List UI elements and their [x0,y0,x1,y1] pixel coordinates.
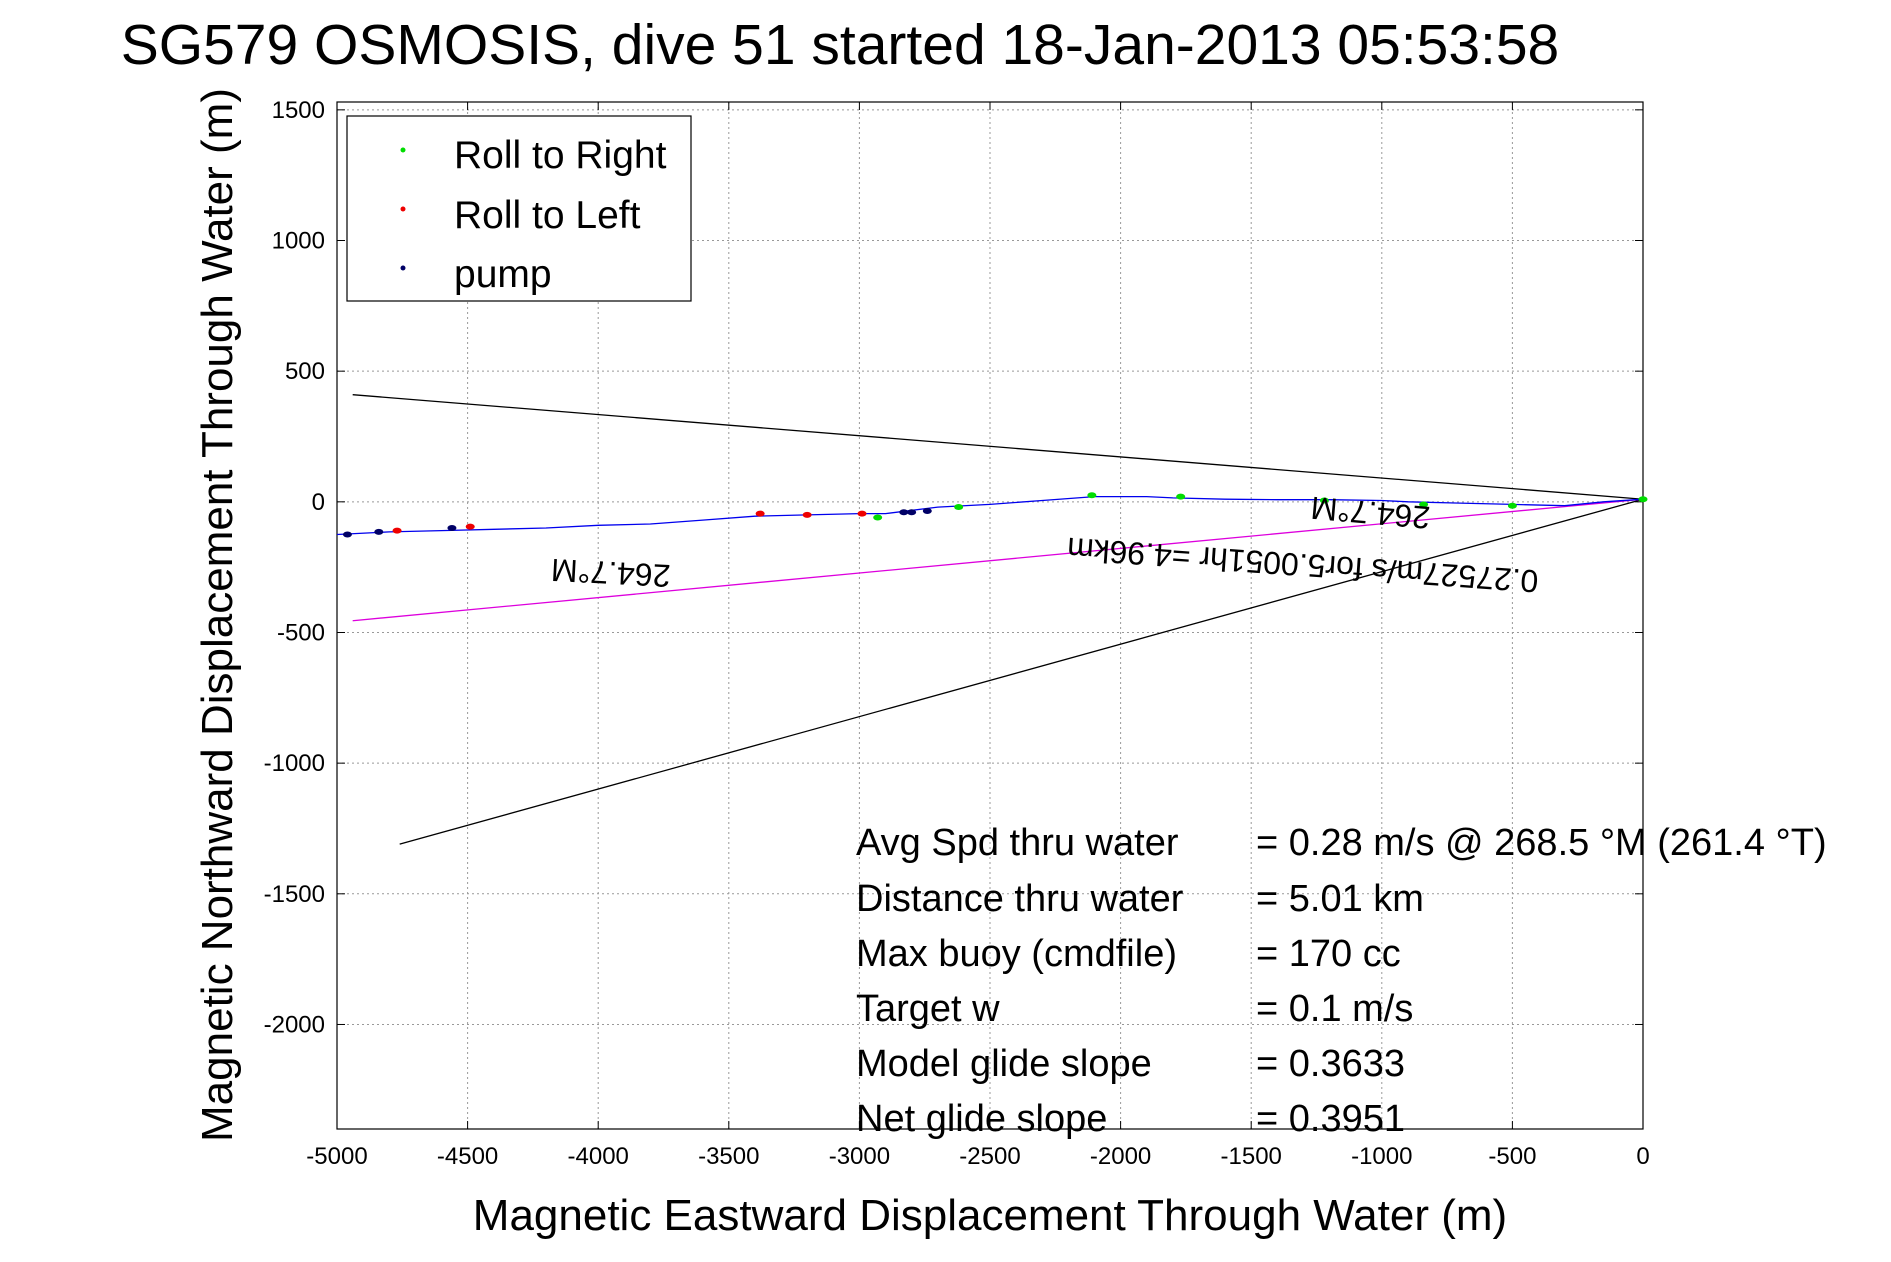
x-tick-label: -1000 [1351,1143,1412,1170]
legend: Roll to Right Roll to Left pump [346,115,692,302]
point-roll-to-left [392,527,402,534]
reference-lines [352,394,1644,845]
x-axis-label: Magnetic Eastward Displacement Through W… [473,1191,1507,1240]
y-tick-label: -500 [277,619,325,646]
point-roll-to-right [1419,501,1429,508]
reference-line [352,498,1644,622]
x-tick-label: -1500 [1221,1143,1282,1170]
x-tick-label: -2500 [959,1143,1020,1170]
y-tick-label: -2000 [264,1011,325,1038]
point-pump [342,531,352,538]
x-tick-label: -4000 [568,1143,629,1170]
y-tick-label: 500 [285,358,325,385]
legend-marker-pump [400,265,406,271]
point-pump [899,509,909,516]
y-tick-label: -1500 [264,881,325,908]
point-roll-to-right [1507,502,1517,509]
x-tick-label: -2000 [1090,1143,1151,1170]
stat-label-avg-speed: Avg Spd thru water [856,822,1179,864]
legend-marker-roll-left [400,206,406,212]
legend-label-pump: pump [454,253,552,296]
y-tick-label: 0 [312,489,325,516]
x-tick-label: -500 [1488,1143,1536,1170]
point-roll-to-right [954,504,964,511]
y-tick-label: 1000 [272,228,325,255]
y-axis-label: Magnetic Northward Displacement Through … [193,88,242,1142]
x-tick-label: -5000 [306,1143,367,1170]
point-pump [907,509,917,516]
point-pump [374,528,384,535]
stats-block: Avg Spd thru water = 0.28 m/s @ 268.5 °M… [856,822,1827,1140]
x-tick-label: 0 [1636,1143,1649,1170]
stat-label-distance: Distance thru water [856,878,1184,920]
series-group [336,492,1648,538]
y-tick-label: -1000 [264,750,325,777]
x-tick-label: -3000 [829,1143,890,1170]
point-roll-to-left [857,510,867,517]
reference-line [352,394,1644,500]
series-line-track [336,495,1644,536]
stat-value-distance: = 5.01 km [1256,878,1424,920]
x-tick-label: -3500 [698,1143,759,1170]
point-roll-to-right [1638,496,1648,503]
point-pump [447,524,457,531]
point-roll-to-left [465,523,475,530]
y-axis-ticks: 1500 1000 500 0 -500 -1000 -1500 -2000 [264,97,1643,1038]
point-roll-to-right [1176,493,1186,500]
point-roll-to-right [873,514,883,521]
stat-label-model-glide: Model glide slope [856,1043,1152,1085]
x-tick-label: -4500 [437,1143,498,1170]
stat-label-target-w: Target w [856,988,1000,1030]
y-tick-label: 1500 [272,97,325,124]
legend-label-roll-left: Roll to Left [454,194,641,237]
stat-value-net-glide: = 0.3951 [1256,1098,1405,1140]
stat-value-avg-speed: = 0.28 m/s @ 268.5 °M (261.4 °T) [1256,822,1827,864]
stat-label-max-buoy: Max buoy (cmdfile) [856,933,1177,975]
point-roll-to-right [1087,492,1097,499]
stat-value-model-glide: = 0.3633 [1256,1043,1405,1085]
legend-marker-roll-right [400,147,406,153]
reference-line [399,498,1644,845]
chart-title: SG579 OSMOSIS, dive 51 started 18-Jan-20… [121,13,1560,77]
stat-value-target-w: = 0.1 m/s [1256,988,1413,1030]
annotation-label: 264.7°M [550,552,671,594]
point-roll-to-left [802,511,812,518]
point-roll-to-left [755,510,765,517]
stat-value-max-buoy: = 170 cc [1256,933,1401,975]
legend-label-roll-right: Roll to Right [454,134,667,177]
stat-label-net-glide: Net glide slope [856,1098,1107,1140]
x-axis-ticks: -5000 -4500 -4000 -3500 -3000 -2500 -2000 -1500… [306,102,1650,1170]
point-roll-to-right [1319,497,1329,504]
point-pump [922,507,932,514]
